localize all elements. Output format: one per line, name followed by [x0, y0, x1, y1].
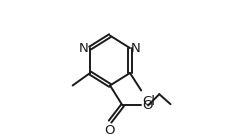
Text: O: O	[104, 124, 115, 137]
Text: N: N	[79, 42, 89, 55]
Text: Cl: Cl	[142, 95, 156, 108]
Text: O: O	[142, 99, 153, 112]
Text: N: N	[131, 42, 141, 55]
